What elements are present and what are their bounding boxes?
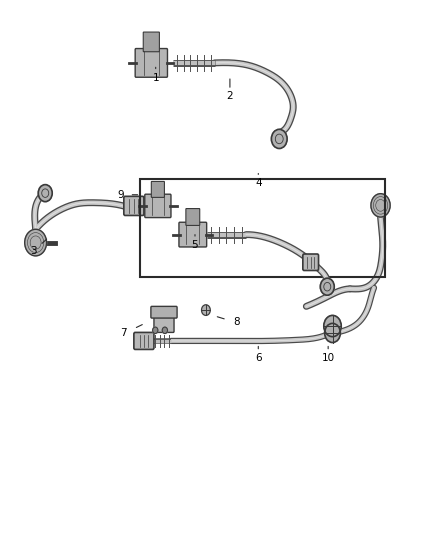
Text: 3: 3 (30, 246, 37, 255)
Circle shape (324, 316, 341, 337)
Circle shape (272, 130, 287, 149)
FancyBboxPatch shape (145, 194, 171, 217)
FancyBboxPatch shape (134, 333, 154, 350)
Text: 1: 1 (152, 73, 159, 83)
FancyBboxPatch shape (154, 314, 174, 333)
FancyBboxPatch shape (135, 49, 167, 77)
FancyBboxPatch shape (151, 181, 164, 197)
Circle shape (152, 327, 158, 334)
FancyBboxPatch shape (124, 196, 144, 215)
Text: 7: 7 (120, 328, 126, 338)
FancyBboxPatch shape (179, 222, 207, 247)
Circle shape (325, 324, 340, 343)
Circle shape (320, 278, 334, 295)
FancyBboxPatch shape (151, 306, 177, 318)
Text: 5: 5 (192, 240, 198, 250)
Circle shape (38, 184, 52, 201)
Circle shape (25, 229, 46, 256)
FancyBboxPatch shape (186, 208, 200, 225)
Circle shape (371, 193, 390, 217)
FancyBboxPatch shape (303, 254, 318, 270)
Circle shape (162, 327, 167, 334)
Text: 6: 6 (255, 353, 261, 363)
Bar (141, 179, 385, 277)
Text: 2: 2 (226, 91, 233, 101)
Text: 8: 8 (233, 317, 240, 327)
Text: 4: 4 (255, 177, 261, 188)
Text: 9: 9 (117, 190, 124, 200)
Circle shape (201, 305, 210, 316)
Text: 10: 10 (321, 353, 335, 363)
FancyBboxPatch shape (143, 32, 159, 52)
